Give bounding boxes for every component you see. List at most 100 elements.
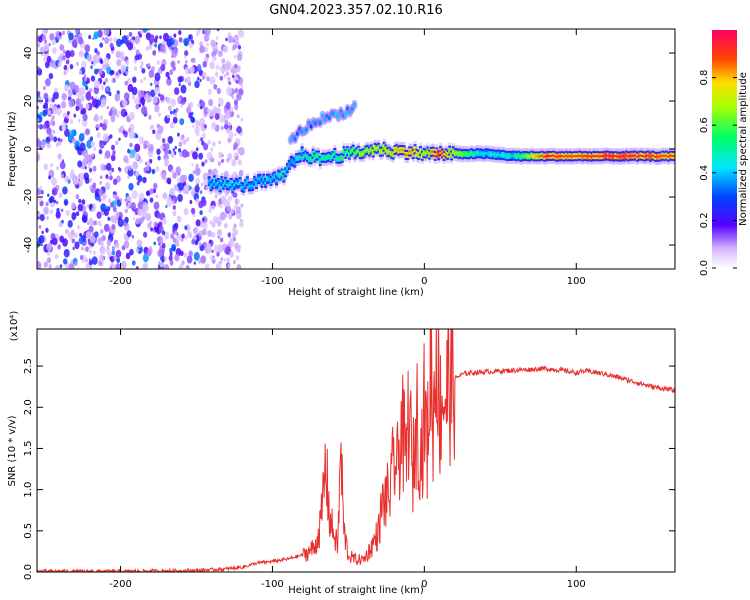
track-peak — [406, 154, 410, 156]
colorbar: 0.0 0.2 0.4 0.6 0.8 Normalized spectral ampl… — [699, 30, 749, 276]
noise-cell — [46, 242, 52, 251]
noise-cell — [177, 194, 183, 202]
noise-cell — [201, 182, 204, 186]
noise-cell — [106, 239, 112, 246]
noise-cell — [169, 37, 175, 46]
noise-cell — [196, 132, 200, 137]
noise-cell — [146, 249, 152, 257]
noise-cell — [127, 148, 131, 154]
track-peak — [650, 154, 654, 157]
noise-cell — [59, 161, 66, 170]
x-tick-label: 0 — [421, 276, 427, 287]
noise-cell — [223, 73, 227, 79]
noise-cell — [59, 264, 63, 269]
noise-cell — [231, 95, 235, 100]
noise-cell — [38, 235, 45, 244]
track-peak — [351, 148, 355, 151]
noise-cell — [151, 124, 154, 129]
noise-cell — [74, 29, 80, 34]
track-peak — [267, 177, 271, 180]
noise-cell — [163, 264, 170, 269]
track-peak — [482, 153, 486, 156]
track-peak — [561, 155, 565, 158]
noise-cell — [51, 177, 57, 186]
noise-cell — [98, 149, 103, 155]
noise-cell — [156, 60, 160, 65]
noise-cell — [171, 169, 175, 174]
noise-cell — [142, 216, 145, 221]
noise-cell — [137, 201, 144, 211]
noise-cell — [225, 62, 232, 71]
track-peak — [304, 154, 308, 157]
noise-cell — [128, 31, 133, 37]
track-peak — [656, 155, 660, 158]
track-peak — [519, 155, 523, 158]
noise-cell — [207, 139, 211, 145]
noise-cell — [194, 167, 201, 176]
noise-cell — [77, 203, 84, 212]
noise-cell — [178, 30, 182, 36]
noise-cell — [70, 169, 75, 176]
noise-cell — [133, 66, 138, 71]
noise-cell — [175, 166, 181, 175]
track-peak — [402, 149, 406, 152]
noise-cell — [213, 244, 220, 253]
noise-cell — [235, 155, 239, 161]
noise-cell — [143, 231, 148, 238]
noise-cell — [157, 235, 164, 245]
track-peak — [585, 155, 588, 158]
noise-cell — [100, 241, 104, 247]
noise-cell — [203, 143, 209, 151]
noise-cell — [89, 203, 93, 210]
noise-cell — [100, 229, 104, 234]
noise-cell — [116, 257, 121, 264]
noise-cell — [53, 136, 58, 143]
noise-cell — [40, 190, 44, 195]
snr-multiplier: (x10⁴) — [9, 311, 20, 342]
spectrogram-xlabel: Height of straight line (km) — [288, 287, 424, 298]
noise-cell — [157, 125, 164, 134]
track-peak — [357, 149, 361, 152]
snr-ylabel: SNR (10 * v/v) — [7, 415, 18, 486]
noise-cell — [186, 76, 191, 83]
track-peak — [227, 184, 231, 187]
noise-cell — [37, 212, 41, 217]
track-peak — [209, 185, 213, 188]
noise-cell — [55, 264, 60, 269]
noise-cell — [90, 141, 96, 148]
noise-cell — [189, 42, 193, 49]
noise-cell — [191, 163, 194, 167]
track-peak — [632, 154, 636, 157]
track-peak — [563, 155, 567, 158]
noise-cell — [72, 246, 75, 251]
noise-cell — [189, 102, 194, 108]
noise-cell — [48, 122, 52, 126]
noise-cell — [196, 29, 201, 35]
track-peak — [262, 177, 266, 180]
track-peak — [506, 155, 510, 158]
noise-cell — [230, 208, 235, 215]
noise-cell — [188, 34, 192, 40]
noise-cell — [69, 82, 74, 89]
track-peak — [348, 153, 351, 156]
noise-cell — [99, 180, 103, 185]
noise-cell — [43, 92, 49, 100]
noise-cell — [194, 125, 200, 135]
noise-cell — [103, 133, 109, 142]
track-peak — [570, 155, 574, 158]
noise-cell — [54, 253, 59, 259]
noise-cell — [109, 266, 113, 269]
noise-cell — [191, 57, 196, 63]
noise-cell — [226, 71, 230, 76]
noise-cell — [96, 99, 101, 107]
noise-cell — [142, 263, 147, 269]
noise-cell — [86, 54, 92, 62]
track-peak — [346, 150, 350, 153]
noise-cell — [164, 143, 170, 151]
noise-cell — [186, 190, 189, 195]
noise-cell — [39, 111, 43, 117]
noise-cell — [135, 170, 139, 176]
track-peak — [244, 183, 248, 186]
noise-cell — [105, 162, 112, 171]
